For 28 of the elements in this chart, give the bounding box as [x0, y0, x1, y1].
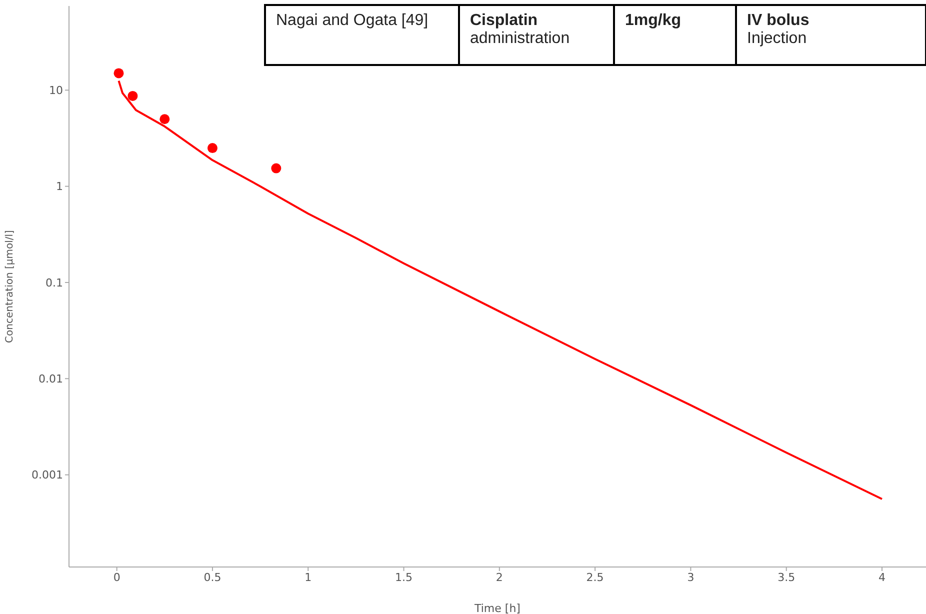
y-tick-label: 0.001: [32, 468, 63, 482]
x-tick-label: 1: [304, 570, 312, 584]
x-axis-title: Time [h]: [474, 602, 520, 614]
point: [207, 143, 218, 154]
annotation: IV bolus: [747, 12, 810, 30]
x-tick-label: 3: [687, 570, 694, 584]
y-tick-label: 0.1: [46, 276, 63, 290]
point: [114, 68, 124, 78]
x-tick-label: 2: [496, 570, 503, 584]
x-tick-label: 3.5: [778, 570, 796, 584]
annotation: Nagai and Ogata [49]: [276, 12, 430, 30]
point: [160, 114, 170, 124]
annotation: Cisplatin: [470, 12, 539, 30]
y-tick-label: 0.01: [38, 372, 63, 386]
x-tick-label: 4: [878, 570, 886, 584]
x-tick-label: 1.5: [395, 570, 413, 584]
annotation: Injection: [747, 30, 808, 48]
y-tick-label: 10: [49, 84, 63, 98]
line-series: [118, 80, 883, 500]
x-tick-label: 0: [113, 570, 120, 584]
annotation: 1mg/kg: [625, 12, 682, 30]
x-tick-label: 0.5: [204, 570, 222, 584]
y-tick-label: 1: [56, 180, 63, 194]
point: [128, 90, 138, 101]
x-tick-label: 2.5: [586, 570, 604, 584]
y-axis-title: Concentration [µmol/l]: [4, 230, 16, 343]
point: [271, 163, 282, 174]
annotation: administration: [470, 30, 571, 48]
